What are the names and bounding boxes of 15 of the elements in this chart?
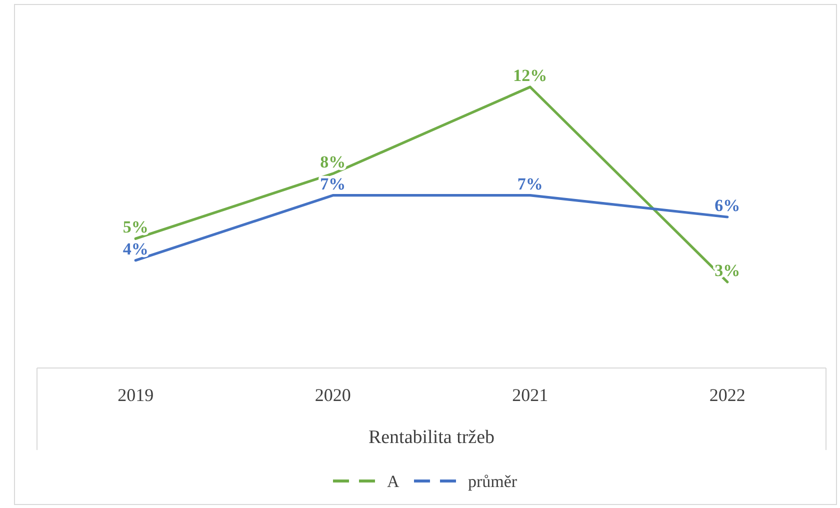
data-label: 6% <box>714 196 740 215</box>
data-label: 3% <box>714 261 740 280</box>
data-label: 5% <box>122 218 148 237</box>
x-tick-label: 2019 <box>118 385 154 405</box>
x-tick-label: 2020 <box>314 385 351 405</box>
data-label: 7% <box>320 174 346 194</box>
data-label: 4% <box>122 239 148 258</box>
x-axis-title: Rentabilita tržeb <box>368 427 495 448</box>
x-tick-label: 2021 <box>512 385 548 405</box>
x-tick-label: 2022 <box>709 385 746 405</box>
legend-label: A <box>387 472 400 491</box>
legend-label: průměr <box>468 472 518 491</box>
data-label: 7% <box>517 174 543 194</box>
data-label: 12% <box>513 66 548 85</box>
data-label: 8% <box>320 152 346 172</box>
